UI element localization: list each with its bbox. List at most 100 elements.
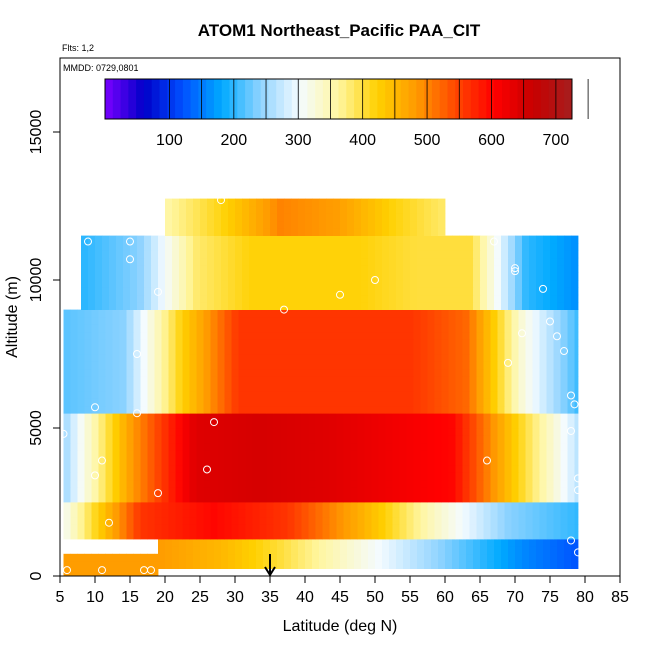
heatmap-cell [529, 280, 537, 288]
heatmap-cell [371, 309, 379, 318]
heatmap-cell [189, 487, 197, 495]
heatmap-cell [504, 494, 512, 503]
heatmap-cell [522, 546, 530, 555]
heatmap-cell [84, 479, 92, 488]
heatmap-cell [210, 442, 218, 451]
heatmap-cell [392, 317, 400, 325]
heatmap-cell [469, 524, 477, 532]
heatmap-cell [203, 391, 211, 399]
heatmap-cell [172, 294, 180, 303]
heatmap-cell [567, 494, 575, 503]
heatmap-cell [305, 280, 313, 288]
heatmap-cell [511, 524, 519, 532]
heatmap-cell [357, 479, 365, 488]
heatmap-cell [245, 339, 253, 347]
heatmap-cell [441, 309, 449, 318]
heatmap-cell [539, 465, 547, 473]
heatmap-cell [238, 354, 246, 362]
heatmap-cell [441, 428, 449, 436]
heatmap-cell [347, 265, 355, 273]
heatmap-cell [308, 494, 316, 503]
heatmap-cell [126, 428, 134, 436]
heatmap-cell [403, 243, 411, 251]
heatmap-cell [168, 331, 176, 340]
heatmap-cell [273, 435, 281, 444]
heatmap-cell [175, 309, 183, 318]
heatmap-cell [77, 331, 85, 340]
heatmap-cell [434, 376, 442, 384]
heatmap-cell [340, 287, 348, 296]
heatmap-cell [133, 553, 141, 562]
heatmap-cell [476, 398, 484, 407]
heatmap-cell [252, 420, 260, 429]
heatmap-cell [382, 235, 390, 244]
heatmap-cell [224, 487, 232, 495]
heatmap-cell [263, 302, 271, 310]
heatmap-cell [210, 479, 218, 488]
colorbar-swatch [463, 79, 472, 119]
heatmap-cell [161, 472, 169, 481]
heatmap-cell [553, 368, 561, 377]
colorbar-frame [104, 78, 573, 120]
heatmap-cell [529, 539, 537, 547]
heatmap-cell [364, 398, 372, 407]
heatmap-cell [532, 354, 540, 362]
heatmap-cell [70, 368, 78, 377]
heatmap-cell [70, 317, 78, 325]
heatmap-cell [420, 324, 428, 333]
heatmap-cell [270, 561, 278, 569]
heatmap-cell [497, 472, 505, 481]
heatmap-cell [168, 376, 176, 384]
heatmap-cell [77, 309, 85, 318]
heatmap-cell [420, 339, 428, 347]
heatmap-cell [168, 479, 176, 488]
heatmap-cell [406, 435, 414, 444]
heatmap-cell [532, 450, 540, 458]
heatmap-cell [431, 220, 439, 229]
heatmap-cell [196, 420, 204, 429]
heatmap-cell [511, 398, 519, 407]
heatmap-cell [399, 405, 407, 414]
heatmap-cell [175, 487, 183, 495]
heatmap-cell [203, 317, 211, 325]
heatmap-cell [137, 280, 145, 288]
heatmap-cell [490, 317, 498, 325]
heatmap-cell [511, 339, 519, 347]
heatmap-cell [312, 539, 320, 547]
heatmap-cell [210, 487, 218, 495]
heatmap-cell [539, 398, 547, 407]
heatmap-cell [455, 465, 463, 473]
heatmap-cell [462, 413, 470, 421]
heatmap-cell [483, 472, 491, 481]
heatmap-cell [336, 361, 344, 370]
heatmap-cell [154, 568, 159, 576]
heatmap-cell [256, 220, 264, 229]
heatmap-cell [504, 383, 512, 392]
heatmap-cell [105, 324, 113, 333]
heatmap-cell [340, 228, 348, 236]
heatmap-cell [567, 502, 575, 510]
heatmap-cell [403, 272, 411, 281]
heatmap-cell [256, 257, 264, 266]
heatmap-cell [126, 346, 134, 355]
heatmap-cell [497, 479, 505, 488]
heatmap-cell [196, 346, 204, 355]
heatmap-cell [567, 383, 575, 392]
heatmap-cell [203, 398, 211, 407]
heatmap-cell [361, 546, 369, 555]
heatmap-cell [399, 457, 407, 466]
heatmap-cell [126, 561, 134, 569]
heatmap-cell [476, 361, 484, 370]
heatmap-cell [161, 361, 169, 370]
heatmap-cell [322, 494, 330, 503]
heatmap-cell [81, 243, 89, 251]
heatmap-cell [151, 280, 159, 288]
heatmap-cell [235, 294, 243, 303]
heatmap-cell [284, 539, 292, 547]
heatmap-cell [539, 516, 547, 525]
heatmap-cell [200, 243, 208, 251]
heatmap-cell [361, 198, 369, 207]
heatmap-cell [140, 479, 148, 488]
heatmap-cell [508, 280, 516, 288]
heatmap-cell [392, 413, 400, 421]
